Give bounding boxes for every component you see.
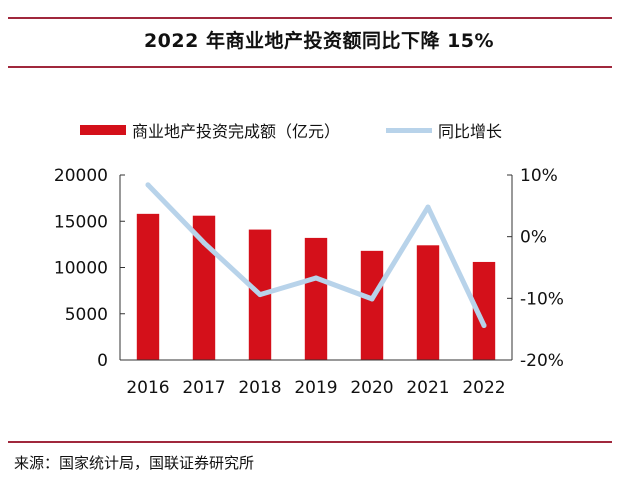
x-tick-label: 2017 [182,378,225,398]
x-tick-label: 2018 [238,378,281,398]
left-tick-label: 20000 [54,166,108,186]
legend-item-line: 同比增长 [340,118,502,142]
x-tick-label: 2016 [126,378,169,398]
bar-series [136,213,496,360]
left-axis: 0 5000 10000 15000 20000 [54,166,125,371]
left-tick-label: 15000 [54,212,108,232]
title-rule [8,66,612,68]
source-note: 来源：国家统计局，国联证券研究所 [14,454,255,472]
x-tick-label: 2019 [294,378,337,398]
bar [360,250,384,360]
line-point [145,182,151,188]
line-point [257,292,263,298]
left-tick-label: 5000 [65,305,108,325]
x-tick-label: 2022 [462,378,505,398]
right-tick-label: -20% [520,351,564,371]
legend: 商业地产投资完成额（亿元） 同比增长 [80,118,502,142]
legend-line-swatch [386,127,433,133]
line-point [313,275,319,281]
line-point [425,204,431,210]
left-tick-label: 0 [97,351,108,371]
right-tick-label: -10% [520,289,564,309]
line-point [481,322,487,328]
right-axis: -20% -10% 0% 10% [507,166,564,371]
legend-bar-swatch [80,125,126,135]
bar [136,213,160,360]
right-tick-label: 10% [520,166,558,186]
legend-line-label: 同比增长 [438,122,503,141]
line-point [201,240,207,246]
bar [304,237,328,360]
x-axis: 2016 2017 2018 2019 2020 2021 2022 [120,359,512,398]
right-tick-label: 0% [520,228,547,248]
legend-bar-label: 商业地产投资完成额（亿元） [132,122,341,141]
bar [416,245,440,360]
x-tick-label: 2020 [350,378,393,398]
chart-title: 2022 年商业地产投资额同比下降 15% [143,30,495,52]
bar [192,215,216,360]
legend-item-bar: 商业地产投资完成额（亿元） [80,118,340,142]
line-point [369,296,375,302]
top-rule [8,17,612,19]
left-tick-label: 10000 [54,259,108,279]
line-series [145,182,487,328]
x-tick-label: 2021 [406,378,449,398]
bottom-rule [8,441,612,443]
bar [472,261,496,360]
